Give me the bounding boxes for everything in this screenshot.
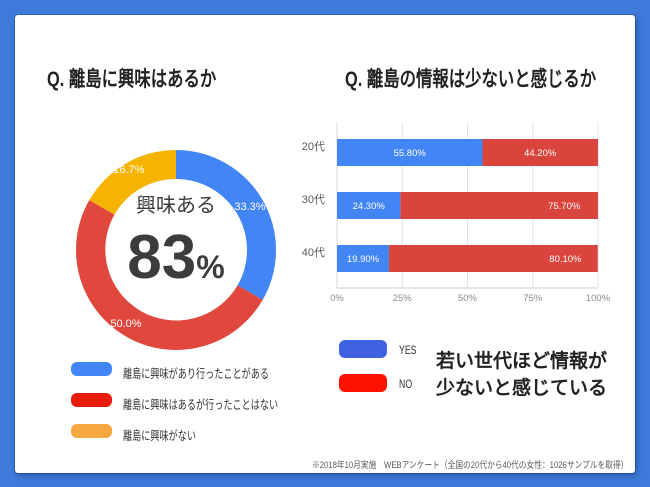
svg-text:興味ある: 興味ある bbox=[136, 194, 216, 217]
svg-text:0%: 0% bbox=[330, 293, 344, 304]
svg-text:33.3%: 33.3% bbox=[234, 201, 265, 213]
svg-text:50%: 50% bbox=[458, 293, 478, 304]
svg-text:100%: 100% bbox=[586, 293, 611, 304]
svg-text:50.0%: 50.0% bbox=[110, 318, 141, 330]
svg-text:75%: 75% bbox=[523, 293, 543, 304]
svg-text:30代: 30代 bbox=[302, 193, 325, 206]
svg-text:40代: 40代 bbox=[302, 246, 325, 259]
svg-text:75.70%: 75.70% bbox=[548, 201, 581, 212]
svg-text:24.30%: 24.30% bbox=[353, 201, 386, 212]
svg-text:80.10%: 80.10% bbox=[549, 254, 582, 265]
svg-text:44.20%: 44.20% bbox=[524, 148, 557, 159]
svg-text:20代: 20代 bbox=[302, 140, 325, 153]
svg-text:25%: 25% bbox=[393, 293, 413, 304]
svg-text:55.80%: 55.80% bbox=[394, 148, 427, 159]
svg-text:83%: 83% bbox=[127, 223, 224, 292]
svg-text:16.7%: 16.7% bbox=[113, 164, 144, 176]
svg-text:19.90%: 19.90% bbox=[347, 254, 380, 265]
